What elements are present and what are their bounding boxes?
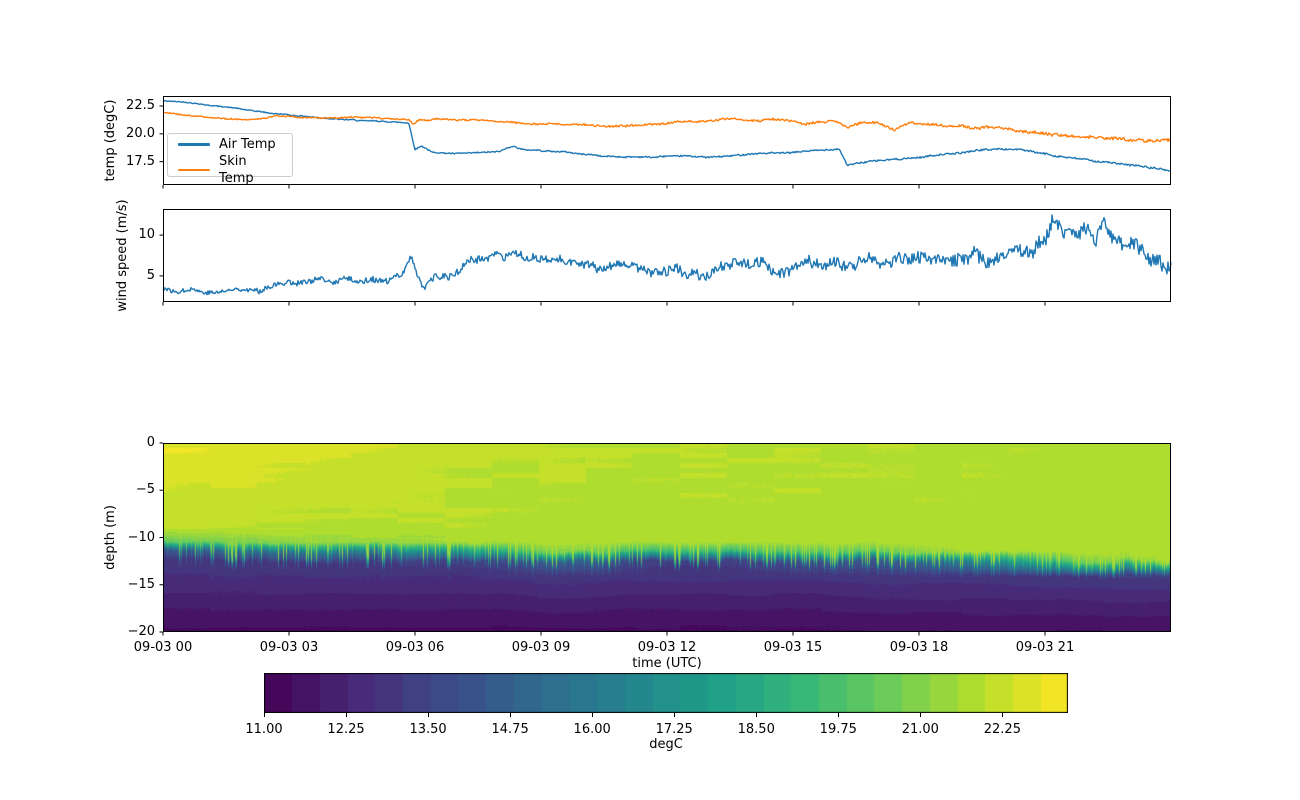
colorbar-tick-label: 12.25 [327, 722, 365, 737]
colorbar-tick-label: 16.00 [573, 722, 611, 737]
colorbar-tick-label: 14.75 [491, 722, 529, 737]
colorbar-tick [428, 713, 430, 717]
y-tick-label: 10 [138, 227, 155, 243]
colorbar-tick-label: 11.00 [245, 722, 283, 737]
colorbar-tick [756, 713, 758, 717]
x-tick-label: 09-03 15 [763, 640, 823, 655]
x-tick-label: 09-03 21 [1015, 640, 1075, 655]
y-tick-label: −20 [127, 624, 155, 639]
y-tick-label: −10 [127, 529, 155, 545]
y-tick-label: −5 [135, 482, 155, 498]
colorbar-label: degC [649, 737, 683, 752]
y-tick-label: 17.5 [126, 153, 155, 169]
colorbar-tick [1002, 713, 1004, 717]
skin-temp-line-swatch [178, 168, 210, 172]
colorbar-tick-label: 19.75 [819, 722, 857, 737]
legend-item-skin-temp: Skin Temp [178, 153, 282, 187]
y-tick-label: 20.0 [126, 125, 155, 141]
y-tick-label: 5 [146, 267, 155, 283]
wind-plot [159, 209, 1172, 306]
heatmap-image [163, 443, 1171, 632]
y-tick-label: 22.5 [126, 98, 155, 113]
colorbar-tick-label: 18.50 [737, 722, 775, 737]
legend-item-air-temp: Air Temp [178, 136, 282, 153]
air-temp-line-swatch [178, 143, 210, 146]
x-tick-label: 09-03 00 [133, 640, 193, 655]
colorbar-tick-label: 21.00 [901, 722, 939, 737]
legend-label-air-temp: Air Temp [219, 137, 276, 152]
colorbar-tick-label: 17.25 [655, 722, 693, 737]
wind-plot-ylabel: wind speed (m/s) [115, 199, 130, 312]
colorbar-tick [346, 713, 348, 717]
x-tick-label: 09-03 03 [259, 640, 319, 655]
x-tick-label: 09-03 06 [385, 640, 445, 655]
legend: Air Temp Skin Temp [167, 133, 293, 186]
colorbar-tick [674, 713, 676, 717]
y-tick-label: −15 [127, 576, 155, 592]
colorbar-tick-label: 22.25 [983, 722, 1021, 737]
x-tick-label: 09-03 09 [511, 640, 571, 655]
depth-temperature-heatmap [159, 442, 1171, 636]
colorbar-tick [264, 713, 265, 717]
colorbar-tick [592, 713, 594, 717]
colorbar-tick [920, 713, 922, 717]
x-axis-label: time (UTC) [632, 656, 702, 671]
y-tick-label: 0 [146, 435, 155, 450]
colorbar-tick [838, 713, 840, 717]
colorbar-tick-label: 13.50 [409, 722, 447, 737]
colorbar-gradient [264, 673, 1068, 713]
x-tick-label: 09-03 18 [889, 640, 949, 655]
legend-label-skin-temp: Skin Temp [219, 154, 254, 186]
colorbar [264, 673, 1068, 713]
colorbar-tick [510, 713, 512, 717]
temp-plot [159, 96, 1172, 189]
x-tick-label: 09-03 12 [637, 640, 697, 655]
